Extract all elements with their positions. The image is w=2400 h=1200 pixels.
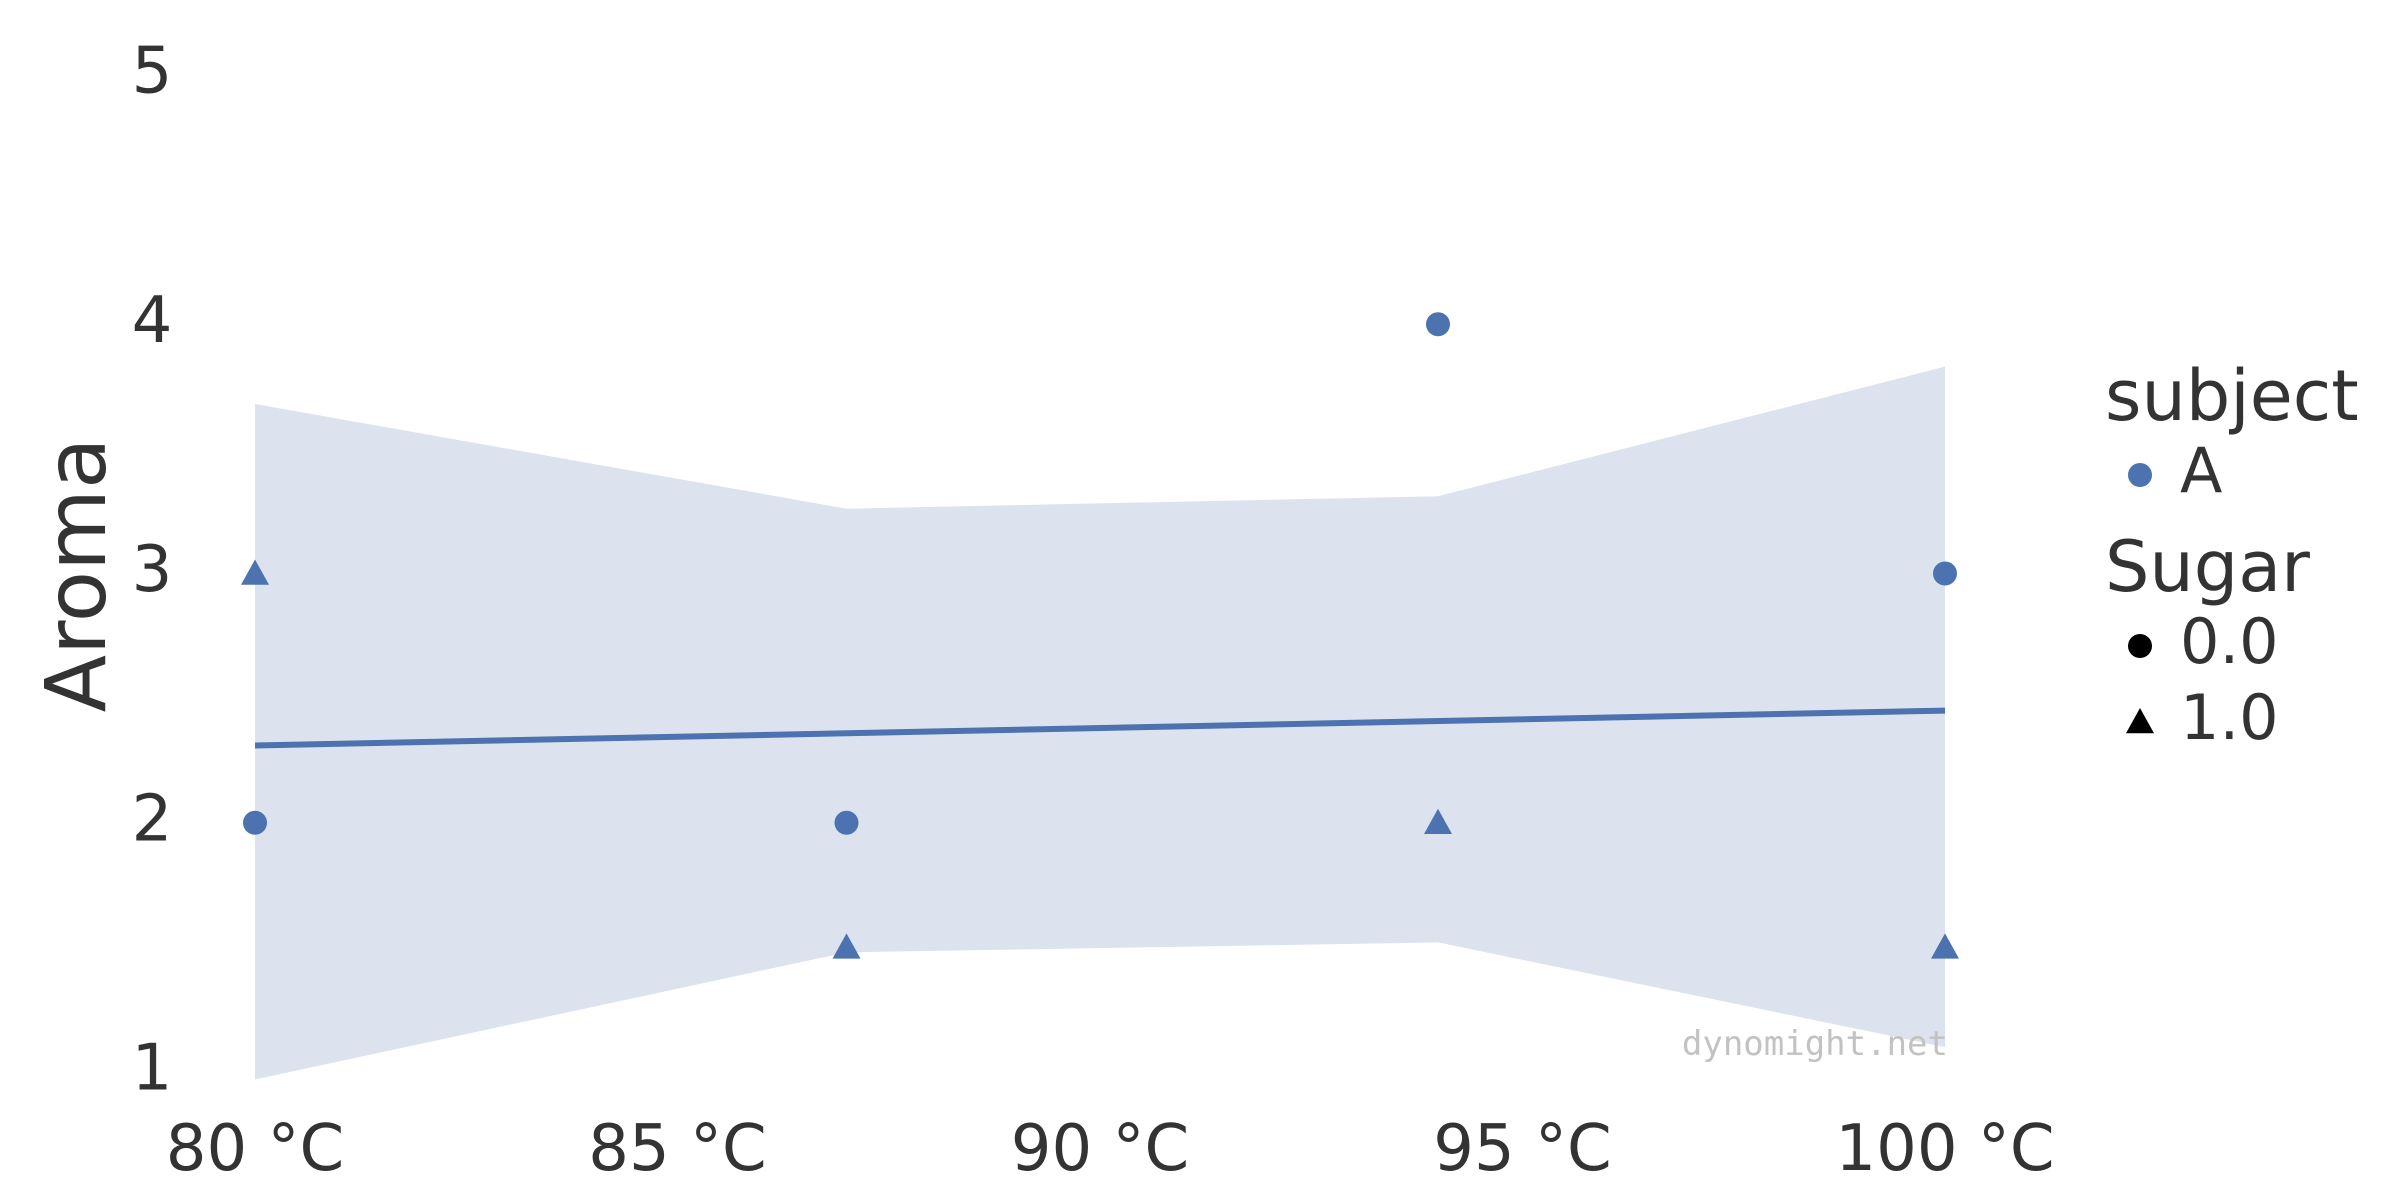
y-tick-label: 4 bbox=[132, 284, 173, 358]
data-points-layer bbox=[241, 312, 1959, 959]
y-tick-label: 2 bbox=[132, 782, 173, 856]
legend-title: Sugar bbox=[2105, 526, 2310, 608]
x-tick-label: 100 °C bbox=[1835, 1112, 2054, 1186]
x-tick-labels: 80 °C 85 °C 90 °C 95 °C 100 °C bbox=[166, 1112, 2055, 1186]
legend-marker-circle bbox=[2128, 634, 2152, 658]
x-tick-label: 80 °C bbox=[166, 1112, 344, 1186]
data-point-triangle bbox=[1424, 808, 1452, 834]
x-tick-label: 85 °C bbox=[588, 1112, 766, 1186]
y-tick-labels: 1 2 3 4 5 bbox=[132, 35, 173, 1106]
y-axis-label: Aroma bbox=[27, 438, 125, 713]
legend-item-label: 1.0 bbox=[2180, 681, 2279, 754]
data-point-triangle bbox=[241, 559, 269, 585]
y-tick-label: 5 bbox=[132, 35, 173, 109]
legend-title: subject bbox=[2105, 355, 2359, 437]
legend-marker-triangle bbox=[2126, 708, 2154, 734]
y-tick-label: 3 bbox=[132, 533, 173, 607]
legend-item-label: 0.0 bbox=[2180, 605, 2279, 678]
data-point-circle bbox=[243, 810, 267, 835]
confidence-band bbox=[255, 366, 1945, 1080]
legend-item-label: A bbox=[2180, 434, 2222, 507]
data-point-circle bbox=[1426, 312, 1450, 337]
data-point-triangle bbox=[832, 933, 861, 959]
confidence-band-layer bbox=[255, 366, 1945, 1080]
watermark: dynomight.net bbox=[1682, 1024, 1948, 1064]
x-tick-label: 95 °C bbox=[1433, 1112, 1611, 1186]
regression-line-layer bbox=[254, 707, 1946, 749]
y-tick-label: 1 bbox=[132, 1032, 173, 1106]
data-point-circle bbox=[1933, 561, 1957, 586]
x-tick-label: 90 °C bbox=[1011, 1112, 1189, 1186]
data-point-triangle bbox=[1931, 933, 1959, 959]
data-point-circle bbox=[834, 810, 859, 835]
regression-line bbox=[254, 707, 1946, 749]
legend-marker-circle bbox=[2128, 463, 2152, 487]
